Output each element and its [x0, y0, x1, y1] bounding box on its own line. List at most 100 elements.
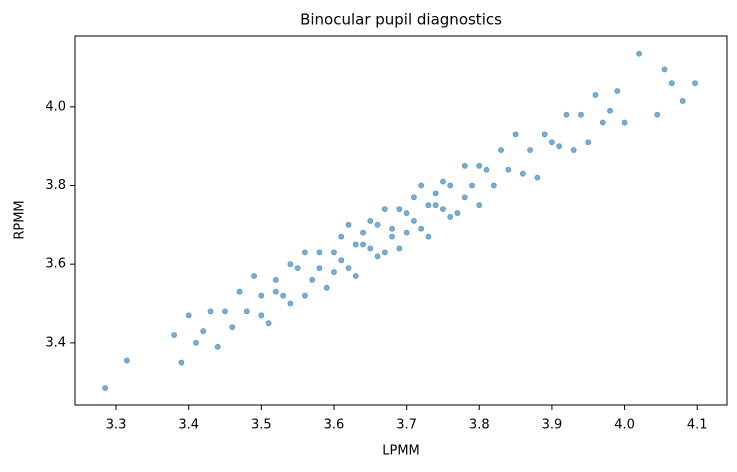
- scatter-point: [294, 265, 301, 272]
- scatter-point: [425, 202, 432, 209]
- scatter-point: [505, 166, 512, 173]
- scatter-point: [222, 308, 228, 315]
- scatter-point: [519, 170, 526, 177]
- scatter-point: [432, 202, 439, 209]
- scatter-point: [447, 182, 454, 189]
- scatter-point: [389, 225, 396, 232]
- x-tick-label: 3.8: [469, 418, 490, 433]
- scatter-point: [243, 308, 250, 315]
- scatter-point: [360, 241, 366, 248]
- scatter-point: [679, 98, 686, 104]
- scatter-point: [345, 221, 352, 228]
- scatter-point: [534, 174, 541, 181]
- scatter-point: [396, 206, 403, 212]
- scatter-point: [549, 139, 555, 146]
- scatter-point: [636, 50, 642, 57]
- scatter-point: [527, 147, 534, 153]
- x-tick-label: 3.9: [542, 418, 563, 433]
- scatter-point: [461, 162, 468, 169]
- scatter-point: [258, 292, 265, 299]
- scatter-point: [396, 245, 403, 252]
- scatter-point: [447, 214, 454, 220]
- scatter-point: [621, 119, 628, 126]
- scatter-point: [440, 178, 446, 185]
- scatter-point: [469, 182, 475, 189]
- scatter-point: [214, 343, 221, 350]
- scatter-point: [440, 206, 446, 212]
- scatter-point: [287, 300, 294, 307]
- scatter-point: [280, 292, 287, 299]
- x-tick-label: 3.5: [251, 418, 272, 433]
- scatter-point: [432, 190, 439, 197]
- scatter-point: [541, 131, 548, 138]
- scatter-point: [661, 66, 668, 73]
- scatter-point: [360, 229, 366, 236]
- scatter-point: [512, 131, 519, 138]
- scatter-point: [302, 292, 308, 299]
- scatter-point: [309, 277, 316, 283]
- scatter-point: [476, 202, 483, 209]
- scatter-point: [287, 261, 294, 268]
- scatter-point: [692, 80, 698, 87]
- scatter-point: [454, 210, 461, 216]
- scatter-point: [236, 288, 243, 295]
- scatter-point: [193, 339, 199, 346]
- y-tick-label: 3.4: [45, 335, 66, 350]
- scatter-point: [316, 249, 323, 256]
- scatter-point: [374, 253, 381, 260]
- scatter-point: [389, 233, 396, 240]
- scatter-point: [476, 162, 483, 169]
- scatter-point: [614, 88, 621, 94]
- x-tick-label: 3.3: [106, 418, 127, 433]
- scatter-point: [381, 206, 388, 212]
- scatter-point: [323, 284, 330, 291]
- scatter-point: [410, 194, 417, 201]
- scatter-point: [367, 217, 374, 224]
- scatter-point: [272, 288, 279, 295]
- scatter-point: [461, 194, 468, 201]
- scatter-point: [374, 221, 381, 228]
- scatter-point: [171, 332, 178, 338]
- scatter-point: [178, 359, 185, 366]
- scatter-point: [102, 385, 109, 391]
- x-tick-label: 4.0: [614, 418, 635, 433]
- scatter-point: [367, 245, 374, 252]
- scatter-point: [490, 182, 497, 189]
- scatter-point: [403, 229, 410, 236]
- scatter-point: [599, 119, 606, 126]
- scatter-point: [302, 249, 308, 256]
- y-tick-label: 3.8: [45, 178, 66, 193]
- scatter-point: [265, 320, 272, 327]
- scatter-point: [316, 265, 323, 272]
- scatter-point: [418, 182, 425, 189]
- scatter-point: [592, 92, 599, 98]
- y-tick-label: 3.6: [45, 257, 66, 272]
- scatter-point: [338, 233, 345, 240]
- scatter-point: [331, 269, 337, 275]
- scatter-point: [668, 80, 675, 87]
- scatter-point: [563, 111, 570, 118]
- y-tick-label: 4.0: [45, 99, 66, 114]
- scatter-point: [585, 139, 592, 146]
- x-tick-label: 3.4: [178, 418, 199, 433]
- scatter-point: [654, 111, 661, 118]
- scatter-point: [200, 328, 207, 334]
- chart-title: Binocular pupil diagnostics: [300, 11, 502, 29]
- scatter-point: [338, 257, 345, 264]
- scatter-point: [381, 249, 388, 256]
- scatter-point: [258, 312, 265, 319]
- scatter-point: [229, 324, 236, 331]
- scatter-point: [331, 249, 337, 256]
- x-tick-label: 4.1: [687, 418, 708, 433]
- scatter-point: [418, 225, 425, 232]
- scatter-point: [185, 312, 192, 319]
- x-tick-label: 3.6: [324, 418, 345, 433]
- x-tick-label: 3.7: [396, 418, 417, 433]
- scatter-point: [570, 147, 577, 153]
- scatter-point: [556, 143, 563, 150]
- y-axis-label: RPMM: [13, 200, 28, 239]
- scatter-point: [425, 233, 432, 240]
- scatter-point: [345, 265, 352, 272]
- scatter-point: [207, 308, 214, 315]
